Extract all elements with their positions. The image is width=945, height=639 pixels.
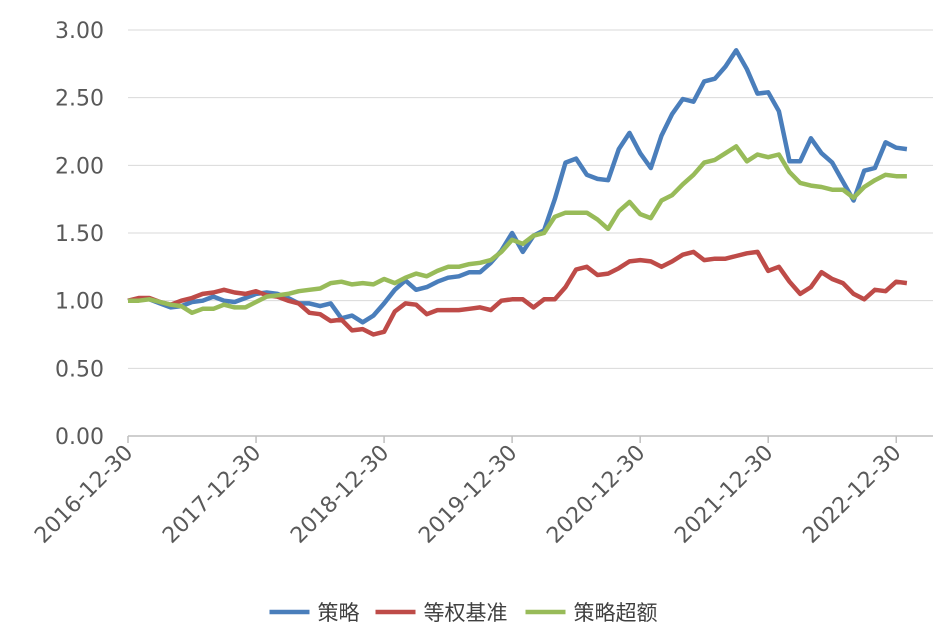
x-tick-label: 2022-12-30	[798, 441, 906, 549]
legend-label: 策略	[318, 601, 360, 625]
y-tick-label: 3.00	[55, 19, 104, 44]
legend-label: 策略超额	[574, 601, 658, 625]
y-tick-label: 0.00	[55, 425, 104, 450]
x-tick-label: 2019-12-30	[414, 441, 522, 549]
x-tick-label: 2017-12-30	[158, 441, 266, 549]
x-tick-label: 2018-12-30	[286, 441, 394, 549]
series-line	[128, 144, 907, 316]
y-tick-label: 0.50	[55, 357, 104, 382]
legend-label: 等权基准	[424, 601, 508, 625]
y-tick-label: 2.00	[55, 154, 104, 179]
y-tick-label: 1.00	[55, 290, 104, 315]
series-line	[127, 249, 908, 337]
x-tick-label: 2020-12-30	[542, 441, 650, 549]
x-tick-label: 2016-12-30	[30, 441, 138, 549]
x-tick-label: 2021-12-30	[670, 441, 778, 549]
legend: 策略 等权基准 策略超额	[269, 601, 658, 625]
y-tick-label: 1.50	[55, 222, 104, 247]
y-tick-label: 2.50	[55, 87, 104, 112]
